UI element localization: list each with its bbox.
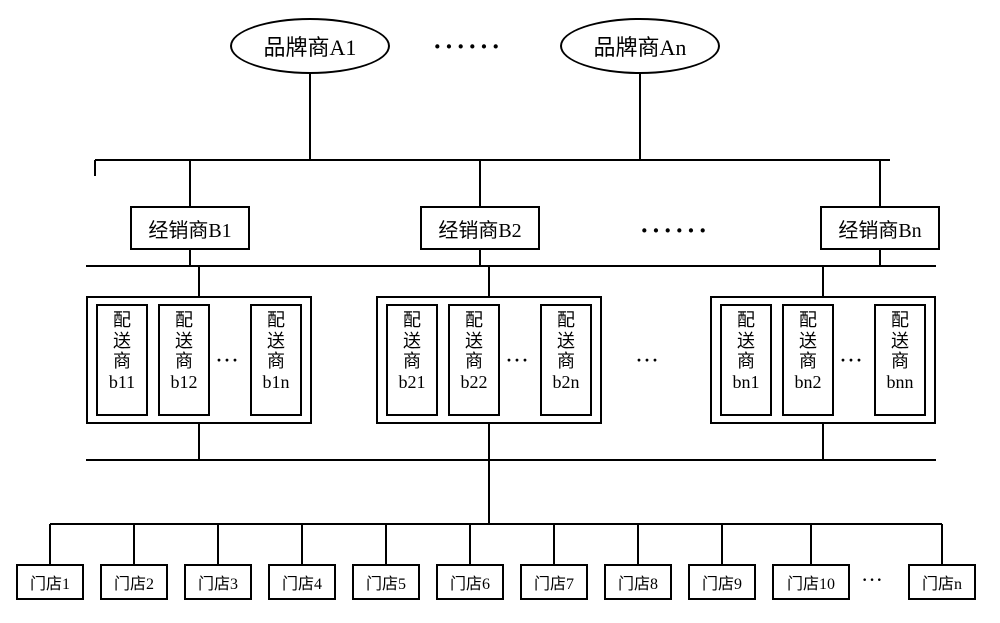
dist-char: 商	[160, 351, 208, 372]
dist-char: 配	[876, 310, 924, 331]
store-5: 门店5	[352, 564, 420, 600]
dist-char: 送	[784, 331, 832, 352]
store-n: 门店n	[908, 564, 976, 600]
dist-char: 商	[450, 351, 498, 372]
brand-dots: ······	[433, 32, 503, 62]
dist-char: 商	[98, 351, 146, 372]
store-8: 门店8	[604, 564, 672, 600]
store-7: 门店7	[520, 564, 588, 600]
store-label: 门店n	[922, 570, 962, 594]
dist-dots: ···	[840, 350, 864, 371]
store-label: 门店8	[618, 570, 658, 594]
dist-char: 配	[722, 310, 770, 331]
brand-an: 品牌商An	[560, 18, 720, 74]
brand-a1: 品牌商A1	[230, 18, 390, 74]
brand-a1-label: 品牌商A1	[264, 30, 357, 62]
dist-char: 送	[98, 331, 146, 352]
store-label: 门店3	[198, 570, 238, 594]
dist-id: bn2	[784, 372, 832, 393]
dist-b11: 配 送 商 b11	[96, 304, 148, 416]
dist-char: 商	[722, 351, 770, 372]
store-6: 门店6	[436, 564, 504, 600]
dist-id: b2n	[542, 372, 590, 393]
dist-bnn: 配 送 商 bnn	[874, 304, 926, 416]
dealer-bn: 经销商Bn	[820, 206, 940, 250]
store-4: 门店4	[268, 564, 336, 600]
dist-bn1: 配 送 商 bn1	[720, 304, 772, 416]
dist-b2n: 配 送 商 b2n	[540, 304, 592, 416]
store-2: 门店2	[100, 564, 168, 600]
dist-id: bnn	[876, 372, 924, 393]
dist-char: 送	[388, 331, 436, 352]
dist-char: 商	[542, 351, 590, 372]
dist-dots: ···	[506, 350, 530, 371]
brand-an-label: 品牌商An	[594, 30, 687, 62]
store-label: 门店9	[702, 570, 742, 594]
dist-b22: 配 送 商 b22	[448, 304, 500, 416]
store-9: 门店9	[688, 564, 756, 600]
store-label: 门店4	[282, 570, 322, 594]
dist-char: 商	[784, 351, 832, 372]
dist-char: 配	[450, 310, 498, 331]
dist-b1n: 配 送 商 b1n	[250, 304, 302, 416]
store-3: 门店3	[184, 564, 252, 600]
dist-id: b22	[450, 372, 498, 393]
dealer-b2: 经销商B2	[420, 206, 540, 250]
store-label: 门店7	[534, 570, 574, 594]
dist-b12: 配 送 商 b12	[158, 304, 210, 416]
dist-char: 商	[252, 351, 300, 372]
dist-char: 配	[98, 310, 146, 331]
dist-char: 送	[722, 331, 770, 352]
dist-char: 送	[450, 331, 498, 352]
dist-char: 配	[542, 310, 590, 331]
dist-id: b1n	[252, 372, 300, 393]
dist-char: 商	[388, 351, 436, 372]
dist-char: 送	[160, 331, 208, 352]
dist-char: 商	[876, 351, 924, 372]
store-label: 门店2	[114, 570, 154, 594]
store-dots: ···	[862, 572, 884, 590]
dist-char: 送	[252, 331, 300, 352]
dealer-bn-label: 经销商Bn	[838, 214, 921, 243]
dist-bn2: 配 送 商 bn2	[782, 304, 834, 416]
dist-char: 配	[784, 310, 832, 331]
store-label: 门店5	[366, 570, 406, 594]
dist-char: 配	[160, 310, 208, 331]
dist-char: 配	[388, 310, 436, 331]
dealer-b1-label: 经销商B1	[148, 214, 231, 243]
dist-char: 送	[542, 331, 590, 352]
dealer-dots: ······	[640, 216, 710, 246]
dist-dots: ···	[216, 350, 240, 371]
dist-char: 配	[252, 310, 300, 331]
dist-b21: 配 送 商 b21	[386, 304, 438, 416]
store-label: 门店10	[787, 570, 835, 594]
dist-id: b12	[160, 372, 208, 393]
dist-id: bn1	[722, 372, 770, 393]
dealer-b1: 经销商B1	[130, 206, 250, 250]
store-10: 门店10	[772, 564, 850, 600]
dist-char: 送	[876, 331, 924, 352]
dealer-b2-label: 经销商B2	[438, 214, 521, 243]
dist-dots: ···	[636, 350, 660, 371]
dist-id: b11	[98, 372, 146, 393]
store-1: 门店1	[16, 564, 84, 600]
store-label: 门店1	[30, 570, 70, 594]
dist-id: b21	[388, 372, 436, 393]
store-label: 门店6	[450, 570, 490, 594]
